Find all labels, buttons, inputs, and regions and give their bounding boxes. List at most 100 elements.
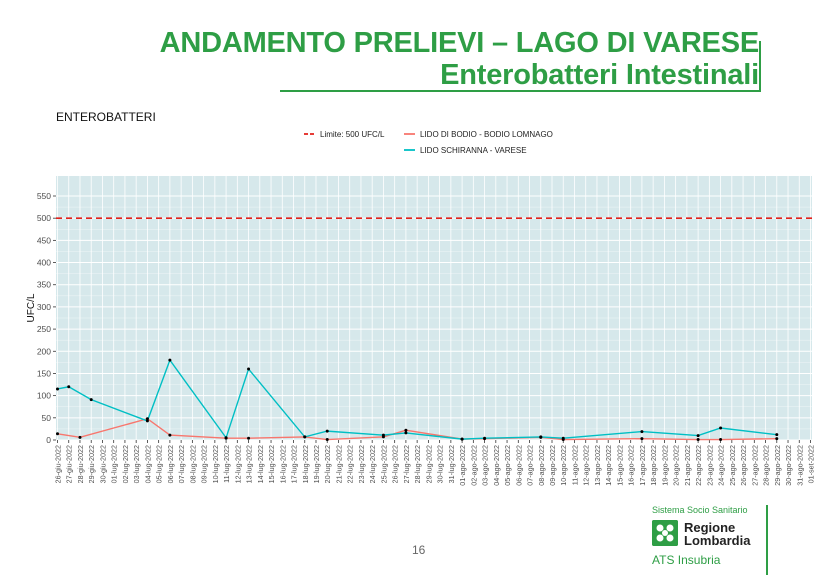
y-tick-label: 300 [37, 302, 51, 312]
x-tick-label: 26-lug-2022 [391, 445, 400, 483]
series-bodio-point [56, 432, 59, 436]
logo-name-line2: Lombardia [684, 533, 751, 548]
x-tick-label: 29-ago-2022 [773, 445, 782, 486]
x-tick-label: 02-lug-2022 [121, 445, 130, 483]
series-schiranna-point [168, 358, 172, 362]
x-tick-label: 16-lug-2022 [278, 445, 287, 483]
x-tick-label: 11-lug-2022 [222, 445, 231, 483]
logo-name: Regione Lombardia [684, 521, 750, 547]
y-tick-label: 400 [37, 258, 51, 268]
series-schiranna-point [56, 387, 59, 391]
x-tick-label: 05-lug-2022 [155, 445, 164, 483]
series-bodio-point [640, 437, 644, 441]
slide-title: ANDAMENTO PRELIEVI – LAGO DI VARESE Ente… [159, 27, 760, 91]
x-tick-label: 08-ago-2022 [537, 445, 546, 486]
x-tick-label: 20-ago-2022 [672, 445, 681, 486]
x-tick-label: 13-ago-2022 [593, 445, 602, 486]
series-schiranna-point [89, 398, 93, 402]
logo-tagline: Sistema Socio Sanitario [652, 505, 748, 515]
series-schiranna-point [67, 385, 71, 389]
x-tick-label: 05-ago-2022 [503, 445, 512, 486]
x-tick-label: 17-lug-2022 [290, 445, 299, 483]
series-bodio-point [696, 438, 700, 442]
x-tick-label: 11-ago-2022 [570, 445, 579, 485]
plot-panel [56, 176, 812, 440]
x-tick-label: 14-ago-2022 [604, 445, 613, 486]
x-tick-label: 19-lug-2022 [312, 445, 321, 483]
y-tick-label: 200 [37, 346, 51, 356]
x-tick-label: 12-lug-2022 [233, 445, 242, 483]
x-tick-label: 25-ago-2022 [728, 445, 737, 486]
series-schiranna-point [539, 435, 543, 439]
y-tick-label: 350 [37, 280, 51, 290]
x-tick-label: 21-ago-2022 [683, 445, 692, 486]
legend-schiranna-label: LIDO SCHIRANNA - VARESE [420, 146, 527, 155]
x-tick-label: 21-lug-2022 [334, 445, 343, 483]
series-bodio-point [78, 435, 82, 439]
y-axis-label: UFC/L [26, 293, 37, 322]
x-tick-label: 08-lug-2022 [188, 445, 197, 483]
lombardia-rose-icon [652, 520, 678, 546]
series-bodio-point [325, 438, 329, 442]
series-schiranna-point [224, 436, 228, 440]
series-schiranna-point [719, 426, 723, 430]
x-tick-label: 06-ago-2022 [514, 445, 523, 486]
x-tick-label: 30-lug-2022 [436, 445, 445, 483]
series-bodio-point [145, 417, 149, 421]
series-schiranna-point [460, 437, 464, 441]
logo-subtitle: ATS Insubria [652, 553, 721, 567]
x-tick-label: 29-lug-2022 [424, 445, 433, 483]
x-tick-label: 29-giu-2022 [87, 445, 96, 483]
x-tick-label: 03-lug-2022 [132, 445, 141, 483]
logo-name-line1: Regione [684, 520, 736, 535]
x-tick-label: 31-lug-2022 [447, 445, 456, 483]
x-tick-label: 10-lug-2022 [211, 445, 220, 483]
series-schiranna-point [404, 431, 408, 435]
slide-title-line1: ANDAMENTO PRELIEVI – LAGO DI VARESE [159, 27, 760, 59]
x-tick-label: 22-lug-2022 [346, 445, 355, 483]
x-tick-label: 24-lug-2022 [368, 445, 377, 483]
x-tick-label: 09-ago-2022 [548, 445, 557, 486]
y-tick-label: 0 [46, 435, 51, 445]
x-tick-label: 04-ago-2022 [492, 445, 501, 486]
x-tick-label: 22-ago-2022 [694, 445, 703, 486]
x-tick-label: 28-giu-2022 [76, 445, 85, 483]
y-tick-label: 550 [37, 191, 51, 201]
x-tick-label: 02-ago-2022 [469, 445, 478, 486]
x-tick-label: 30-giu-2022 [98, 445, 107, 483]
x-tick-label: 28-lug-2022 [413, 445, 422, 483]
series-schiranna-point [561, 436, 565, 440]
x-tick-label: 24-ago-2022 [717, 445, 726, 486]
y-tick-label: 50 [42, 413, 52, 423]
x-tick-label: 14-lug-2022 [256, 445, 265, 483]
series-schiranna-point [303, 435, 307, 439]
series-schiranna-point [247, 367, 251, 371]
y-tick-label: 450 [37, 235, 51, 245]
x-tick-label: 27-lug-2022 [402, 445, 411, 483]
title-vertical-rule [759, 41, 761, 91]
x-tick-label: 30-ago-2022 [784, 445, 793, 486]
chart-title: ENTEROBATTERI [56, 110, 156, 124]
x-tick-label: 03-ago-2022 [481, 445, 490, 486]
x-tick-label: 12-ago-2022 [582, 445, 591, 486]
x-tick-label: 20-lug-2022 [323, 445, 332, 483]
series-bodio-point [719, 438, 723, 442]
series-schiranna-point [696, 434, 700, 438]
x-tick-label: 06-lug-2022 [166, 445, 175, 483]
x-tick-label: 10-ago-2022 [559, 445, 568, 486]
x-tick-label: 07-ago-2022 [526, 445, 535, 486]
x-tick-label: 19-ago-2022 [660, 445, 669, 486]
x-tick-label: 26-giu-2022 [54, 445, 63, 483]
x-tick-label: 01-ago-2022 [458, 445, 467, 486]
x-tick-label: 01-lug-2022 [110, 445, 119, 483]
x-tick-label: 18-ago-2022 [649, 445, 658, 486]
series-schiranna-point [483, 436, 487, 440]
series-bodio-point [168, 433, 172, 437]
x-tick-label: 07-lug-2022 [177, 445, 186, 483]
x-tick-label: 31-ago-2022 [795, 445, 804, 486]
series-schiranna-point [325, 429, 329, 433]
x-tick-label: 23-lug-2022 [357, 445, 366, 483]
x-tick-label: 28-ago-2022 [762, 445, 771, 486]
x-tick-label: 17-ago-2022 [638, 445, 647, 486]
